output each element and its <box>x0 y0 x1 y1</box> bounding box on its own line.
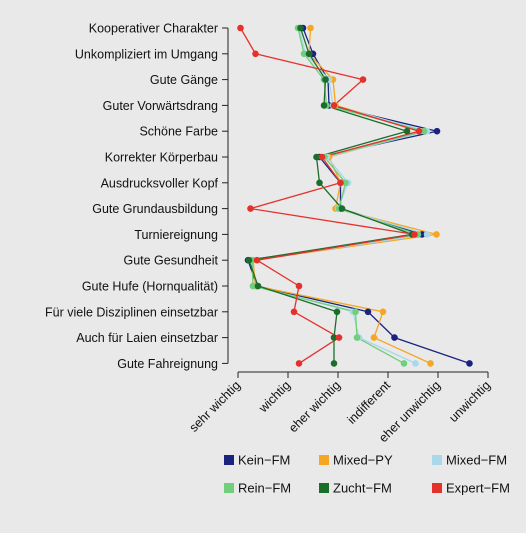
series-point <box>249 282 257 290</box>
y-tick-label: Kooperativer Charakter <box>89 22 218 36</box>
series-point <box>295 282 303 290</box>
series-point <box>433 127 441 135</box>
legend-label: Zucht−FM <box>333 481 392 496</box>
series-point <box>254 282 262 290</box>
y-tick-label: Für viele Disziplinen einsetzbar <box>45 305 218 319</box>
legend: Kein−FM Mixed−PY Mixed−FM Rein−FM Zucht−FM Ex… <box>224 453 510 496</box>
y-tick-label: Turniereignung <box>134 228 218 242</box>
series-point <box>466 360 473 367</box>
y-tick-label: Unkompliziert im Umgang <box>75 47 218 61</box>
legend-swatch <box>432 455 442 465</box>
series-point <box>300 50 308 58</box>
series-point <box>330 102 338 109</box>
y-tick-label: Gute Gesundheit <box>123 254 218 268</box>
series-point <box>253 256 261 264</box>
series-point <box>370 334 378 341</box>
series-point <box>318 153 326 161</box>
legend-label: Mixed−FM <box>446 453 507 468</box>
y-tick-label: Gute Fahreignung <box>117 357 218 371</box>
series-point <box>420 127 428 135</box>
legend-swatch <box>319 455 329 465</box>
series-lines <box>239 27 470 365</box>
series-point <box>423 231 431 238</box>
series-point <box>352 308 359 316</box>
legend-swatch <box>319 483 329 493</box>
legend-label: Kein−FM <box>238 453 290 468</box>
legend-swatch <box>432 483 442 493</box>
series-point <box>297 24 304 32</box>
y-tick-label: Gute Hufe (Hornqualität) <box>82 280 218 294</box>
series-point <box>342 179 349 187</box>
y-tick-label: Gute Gänge <box>150 73 218 87</box>
series-points <box>237 24 473 367</box>
y-tick-label: Ausdrucksvoller Kopf <box>101 176 219 190</box>
series-line <box>252 27 438 364</box>
series-point <box>330 360 338 367</box>
legend-swatch <box>224 455 234 465</box>
y-tick-label: Auch für Laien einsetzbar <box>76 331 218 345</box>
series-point <box>391 334 398 341</box>
series-point <box>400 360 408 367</box>
series-point <box>290 308 298 316</box>
series-point <box>307 24 314 32</box>
series-point <box>295 360 303 367</box>
series-point <box>313 153 320 161</box>
series-point <box>412 360 419 367</box>
series-point <box>316 179 323 187</box>
series-point <box>427 360 434 367</box>
series-point <box>237 24 244 32</box>
legend-label: Mixed−PY <box>333 453 393 468</box>
series-point <box>330 334 338 341</box>
series-line <box>248 27 413 364</box>
series-point <box>333 308 341 316</box>
series-point <box>359 76 367 83</box>
series-point <box>379 308 387 316</box>
series-point <box>305 50 313 58</box>
series-line <box>239 27 420 364</box>
series-point <box>415 127 423 135</box>
y-tick-label: Gute Grundausbildung <box>92 202 218 216</box>
series-point <box>322 76 329 83</box>
legend-label: Expert−FM <box>446 481 510 496</box>
legend-label: Rein−FM <box>238 481 291 496</box>
y-tick-label: Schöne Farbe <box>139 125 218 139</box>
series-point <box>403 127 411 135</box>
y-axis: Kooperativer Charakter Unkompliziert im U… <box>45 22 229 371</box>
series-point <box>320 102 328 109</box>
series-point <box>245 256 253 264</box>
series-line <box>251 27 425 364</box>
series-point <box>353 334 361 341</box>
series-point <box>337 179 344 187</box>
series-point <box>252 50 259 58</box>
series-point <box>364 308 372 316</box>
series-point <box>247 205 254 212</box>
series-point <box>433 231 440 238</box>
series-line <box>247 27 470 365</box>
series-point <box>338 205 346 212</box>
y-tick-label: Korrekter Körperbau <box>105 151 218 165</box>
series-point <box>335 334 343 341</box>
series-point <box>411 231 418 238</box>
y-tick-label: Guter Vorwärtsdrang <box>103 99 218 113</box>
legend-swatch <box>224 483 234 493</box>
